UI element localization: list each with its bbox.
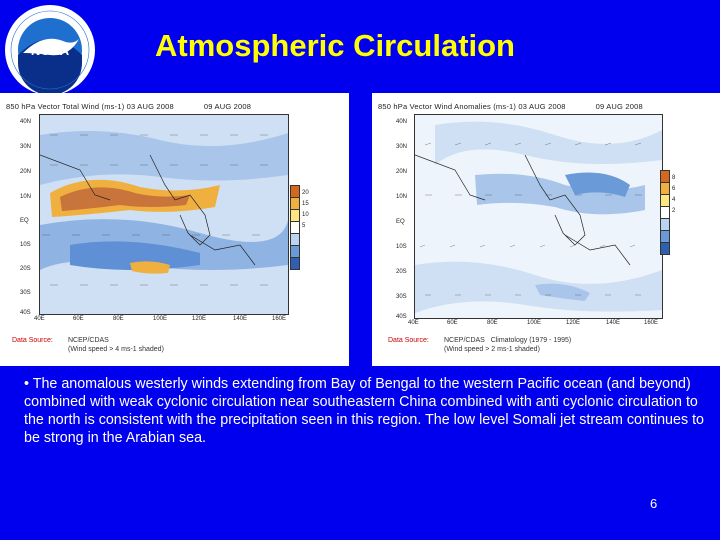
lat-label: 30S [20, 290, 31, 296]
colorbar-label: 2 [672, 208, 676, 214]
logo-text: NOAA [31, 43, 70, 58]
lon-label: 120E [192, 316, 207, 322]
lon-label: 160E [644, 320, 659, 326]
colorbar [660, 170, 670, 255]
wind-anomaly-map-panel: 850 hPa Vector Wind Anomalies (ms-1) 03 … [372, 93, 720, 366]
lat-label: 20S [20, 266, 31, 272]
lon-label: 100E [527, 320, 542, 326]
data-source-label: Data Source: [12, 337, 53, 344]
lat-label: 10S [396, 244, 407, 250]
total-wind-map [39, 114, 289, 315]
lat-label: 30S [396, 294, 407, 300]
lat-label: 20N [396, 169, 408, 175]
colorbar-swatch [290, 257, 300, 270]
data-source-label: Data Source: [388, 337, 429, 344]
slide-title: Atmospheric Circulation [155, 28, 515, 63]
climatology-note: Climatology (1979 - 1995) [490, 337, 572, 344]
lon-label: 40E [408, 320, 419, 326]
page-number: 6 [650, 496, 658, 511]
colorbar-label: 15 [302, 201, 309, 207]
lat-label: EQ [396, 219, 405, 225]
map-header-date: 09 AUG 2008 [203, 102, 252, 111]
lat-label: 40S [396, 314, 407, 320]
lat-label: 10N [396, 194, 408, 200]
lon-label: 60E [447, 320, 458, 326]
colorbar-swatch [660, 242, 670, 255]
map-header-title: 850 hPa Vector Total Wind (ms-1) 03 AUG … [6, 102, 174, 111]
lat-label: 20S [396, 269, 407, 275]
noaa-logo: NOAA [3, 3, 97, 97]
data-source: NCEP/CDAS [444, 337, 485, 344]
colorbar-label: 10 [302, 212, 309, 218]
lon-label: 120E [566, 320, 581, 326]
lat-label: 20N [20, 169, 32, 175]
lon-label: 40E [34, 316, 45, 322]
colorbar-label: 6 [672, 186, 676, 192]
map-footnote: (Wind speed > 2 ms-1 shaded) [444, 346, 540, 353]
lat-label: EQ [20, 218, 29, 224]
lon-label: 140E [606, 320, 621, 326]
data-source: NCEP/CDAS [68, 337, 109, 344]
colorbar [290, 185, 300, 270]
lat-label: 40N [20, 119, 32, 125]
lat-label: 30N [396, 144, 408, 150]
map-footnote: (Wind speed > 4 ms-1 shaded) [68, 346, 164, 353]
colorbar-label: 5 [302, 223, 306, 229]
lat-label: 40S [20, 310, 31, 316]
total-wind-map-graphic [40, 115, 288, 314]
lon-label: 140E [233, 316, 248, 322]
map-footer: Data Source: NCEP/CDAS (Wind speed > 4 ms… [12, 336, 164, 354]
colorbar-label: 8 [672, 175, 676, 181]
map-header-date: 09 AUG 2008 [595, 102, 643, 111]
lat-label: 10S [20, 242, 31, 248]
lat-label: 30N [20, 144, 32, 150]
lon-label: 80E [487, 320, 498, 326]
lon-label: 80E [113, 316, 124, 322]
map-header: 850 hPa Vector Total Wind (ms-1) 03 AUG … [6, 102, 281, 111]
lat-label: 40N [396, 119, 408, 125]
lon-label: 100E [153, 316, 168, 322]
lon-label: 60E [73, 316, 84, 322]
colorbar-label: 20 [302, 190, 309, 196]
total-wind-map-panel: 850 hPa Vector Total Wind (ms-1) 03 AUG … [0, 93, 349, 366]
wind-anomaly-map [414, 114, 663, 319]
lon-label: 160E [272, 316, 287, 322]
lat-label: 10N [20, 194, 32, 200]
map-footer: Data Source: NCEP/CDAS Climatology (1979 … [388, 336, 571, 354]
wind-anomaly-map-graphic [415, 115, 662, 318]
slide-body-text: • The anomalous westerly winds extending… [24, 376, 704, 446]
colorbar-label: 4 [672, 197, 676, 203]
map-header: 850 hPa Vector Wind Anomalies (ms-1) 03 … [378, 102, 673, 111]
map-header-title: 850 hPa Vector Wind Anomalies (ms-1) 03 … [378, 102, 566, 111]
